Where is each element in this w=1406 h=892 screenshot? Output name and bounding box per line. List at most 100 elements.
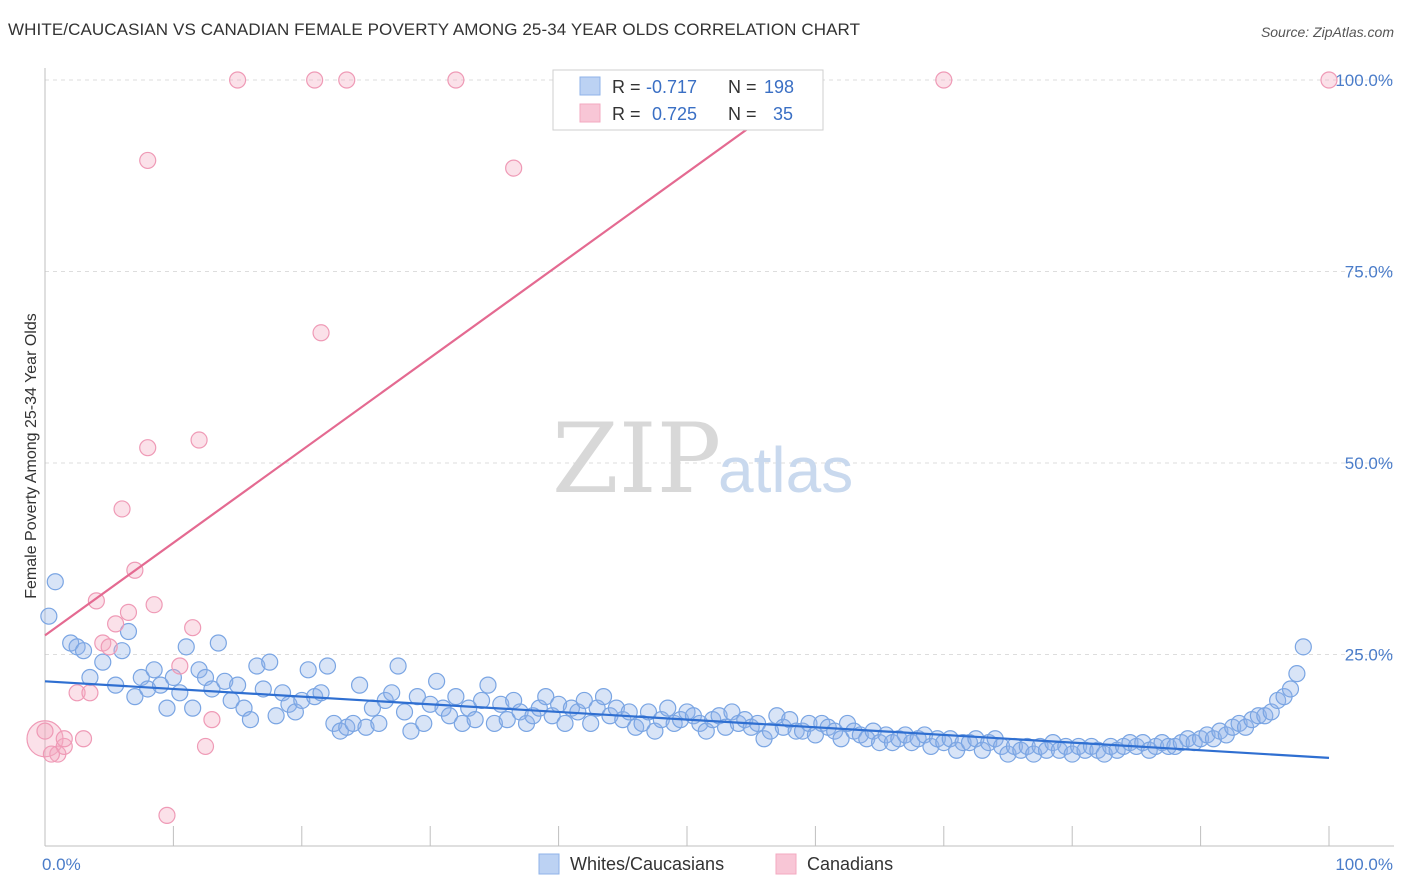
data-point-whites [40, 607, 58, 625]
data-point-canadians [505, 159, 523, 177]
data-point-whites [241, 711, 260, 729]
data-point-whites [428, 672, 446, 690]
data-point-whites [479, 676, 497, 694]
data-point-whites [537, 688, 555, 706]
data-point-whites [216, 672, 234, 690]
data-point-whites [126, 688, 144, 706]
legend-n-label-whites: N = [728, 77, 757, 97]
data-point-canadians [113, 500, 131, 518]
data-point-whites [716, 718, 735, 736]
data-point-whites [408, 688, 426, 706]
data-point-whites [119, 622, 138, 641]
data-point-canadians [338, 71, 356, 89]
data-point-whites [74, 642, 93, 660]
series-legend-swatch-canadians [775, 853, 797, 875]
legend-r-label-canadians: R = [612, 104, 641, 124]
data-point-canadians [447, 71, 465, 89]
x-tick-label: 100.0% [1335, 855, 1393, 874]
data-point-whites [229, 676, 247, 694]
watermark: ZIP atlas [552, 403, 853, 515]
data-point-whites [498, 711, 516, 729]
data-point-canadians [68, 684, 86, 702]
data-point-whites [46, 573, 64, 591]
y-tick-label: 100.0% [1335, 71, 1393, 90]
data-point-canadians [935, 71, 953, 89]
y-tick-label: 50.0% [1345, 454, 1393, 473]
data-point-whites [1159, 737, 1178, 756]
data-point-whites [177, 638, 195, 656]
data-point-whites [1294, 638, 1312, 656]
data-point-canadians [119, 603, 138, 621]
data-point-canadians [81, 684, 99, 702]
data-point-whites [344, 714, 362, 733]
data-point-whites [472, 691, 491, 710]
data-point-whites [954, 733, 972, 752]
data-point-canadians [203, 711, 221, 729]
data-point-whites [1281, 680, 1300, 698]
y-tick-labels: 25.0% 50.0% 75.0% 100.0% [1335, 71, 1393, 665]
legend-n-value-canadians: 35 [773, 104, 793, 124]
series-legend-swatch-whites [538, 853, 560, 875]
data-point-whites [267, 707, 285, 725]
trend-line-canadians [44, 79, 817, 637]
series-legend: Whites/Caucasians Canadians [538, 853, 893, 875]
data-point-whites [447, 688, 465, 706]
data-point-canadians [139, 439, 157, 457]
legend-r-value-whites: -0.717 [646, 77, 697, 97]
data-point-whites [254, 680, 272, 698]
data-point-canadians [87, 592, 105, 610]
data-point-canadians [312, 324, 330, 342]
y-tick-label: 25.0% [1345, 646, 1393, 665]
data-point-whites [395, 703, 414, 721]
data-point-whites [415, 714, 433, 733]
y-axis-title: Female Poverty Among 25-34 Year Olds [23, 313, 40, 599]
x-tick-labels: 0.0% 100.0% [42, 855, 1393, 874]
data-point-whites [184, 699, 202, 717]
series-legend-label-whites: Whites/Caucasians [570, 854, 724, 874]
data-point-whites [318, 657, 337, 675]
data-point-whites [466, 711, 484, 729]
data-point-whites [485, 714, 503, 733]
legend-swatch-whites [579, 76, 601, 96]
data-point-canadians [306, 71, 324, 89]
data-point-whites [350, 676, 369, 694]
data-point-whites [203, 680, 221, 698]
data-point-whites [370, 714, 388, 733]
data-point-whites [556, 714, 574, 733]
data-point-whites [171, 684, 189, 702]
data-point-canadians [100, 638, 118, 656]
data-point-whites [832, 730, 850, 748]
data-point-whites [81, 668, 99, 687]
data-point-whites [94, 653, 112, 671]
axes-layer [44, 68, 1394, 847]
data-point-canadians [42, 745, 61, 763]
data-point-canadians [190, 431, 208, 449]
data-point-whites [261, 653, 279, 671]
data-point-canadians [229, 71, 247, 89]
whites-points [40, 573, 1312, 763]
data-point-canadians [139, 151, 157, 170]
source-credit: Source: ZipAtlas.com [1260, 24, 1394, 40]
data-point-canadians [74, 730, 93, 748]
data-point-whites [761, 722, 780, 740]
series-legend-label-canadians: Canadians [807, 854, 893, 874]
stats-legend: R = -0.717 N = 198 R = 0.725 N = 35 [552, 69, 824, 131]
legend-r-value-canadians: 0.725 [652, 104, 697, 124]
data-point-canadians [184, 619, 202, 637]
data-point-whites [357, 718, 375, 736]
data-point-whites [113, 642, 131, 660]
trend-line-whites [44, 680, 1330, 760]
watermark-atlas: atlas [718, 434, 853, 506]
data-point-whites [594, 688, 613, 706]
data-point-whites [209, 634, 227, 652]
legend-r-label-whites: R = [612, 77, 641, 97]
trend-lines [44, 79, 1330, 760]
data-point-canadians [1320, 71, 1338, 89]
data-point-whites [248, 657, 266, 675]
data-point-whites [158, 699, 176, 717]
data-point-whites [639, 703, 658, 721]
data-point-canadians [171, 657, 189, 675]
data-point-canadians [196, 737, 215, 756]
data-point-whites [440, 707, 459, 725]
